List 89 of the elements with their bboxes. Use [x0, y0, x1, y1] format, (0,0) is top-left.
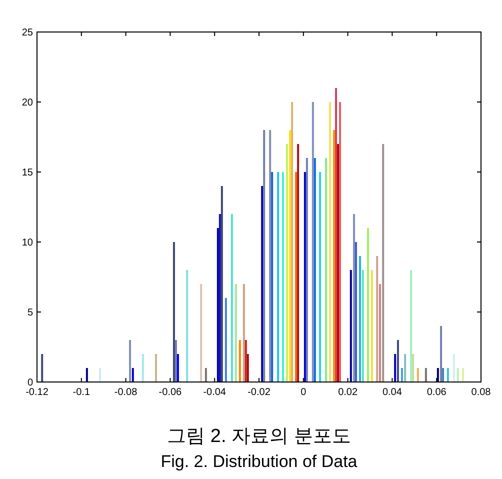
bar	[442, 368, 444, 382]
bar	[200, 284, 202, 382]
bar	[394, 354, 396, 382]
bar	[238, 340, 241, 382]
bar	[314, 158, 316, 382]
x-tick-label: -0.06	[158, 387, 182, 398]
bar	[312, 102, 314, 382]
bar	[367, 228, 369, 382]
bar	[277, 172, 280, 382]
bar	[382, 144, 384, 382]
bar	[436, 368, 439, 382]
y-tick-label: 5	[27, 308, 34, 318]
bar	[263, 130, 266, 382]
bar	[353, 214, 356, 382]
bar	[99, 368, 102, 382]
bar	[339, 102, 342, 382]
x-tick-label: 0.04	[382, 387, 402, 398]
bar	[359, 256, 362, 382]
bar	[176, 354, 179, 382]
x-tick-label: -0.02	[248, 387, 271, 398]
bar	[440, 326, 442, 382]
bar	[396, 340, 399, 382]
x-tick-label: 0	[300, 387, 307, 398]
y-tick-label: 10	[22, 238, 34, 248]
bar	[242, 284, 245, 382]
bar	[400, 368, 403, 382]
bar	[416, 368, 419, 382]
bar	[337, 144, 340, 382]
bar	[362, 270, 364, 382]
bar	[446, 368, 449, 382]
bar	[132, 368, 134, 382]
bar	[246, 354, 249, 382]
bar	[41, 354, 44, 382]
bar	[335, 88, 338, 382]
caption: 그림 2. 자료의 분포도	[167, 426, 351, 447]
bar	[462, 368, 464, 382]
bar	[186, 270, 188, 382]
y-tick-label: 25	[22, 28, 34, 38]
bar	[261, 186, 264, 382]
bar	[410, 270, 412, 382]
x-tick-label: 0.02	[338, 387, 358, 398]
y-tick-label: 20	[22, 98, 34, 108]
bar	[304, 172, 306, 382]
bar	[224, 298, 227, 382]
caption: Fig. 2. Distribution of Data	[160, 452, 358, 471]
bar	[269, 130, 272, 382]
bar	[350, 270, 352, 382]
bar	[230, 214, 233, 382]
bar	[329, 102, 332, 382]
bar	[204, 368, 207, 382]
bar	[404, 354, 406, 382]
bar	[306, 158, 308, 382]
bar	[286, 144, 288, 382]
bar	[424, 368, 427, 382]
x-tick-label: -0.08	[114, 387, 138, 398]
bar	[129, 340, 132, 382]
bar	[218, 214, 221, 382]
bar	[154, 354, 157, 382]
bar	[333, 130, 336, 382]
x-tick-label: 0.08	[471, 387, 492, 398]
x-tick-label: -0.12	[26, 387, 49, 398]
bar	[174, 340, 177, 382]
bar	[216, 228, 219, 382]
bar	[244, 340, 247, 382]
bar	[220, 186, 223, 382]
bar	[282, 172, 284, 382]
bar	[325, 158, 328, 382]
bar	[371, 270, 373, 382]
bar	[378, 284, 381, 382]
bar	[271, 172, 274, 382]
y-tick-label: 15	[22, 168, 34, 178]
bar	[291, 102, 294, 382]
bar	[376, 256, 378, 382]
bar	[172, 242, 175, 382]
x-tick-label: -0.04	[203, 387, 226, 398]
bar	[355, 242, 358, 382]
bar	[234, 284, 237, 382]
bar	[295, 172, 298, 382]
bar	[86, 368, 88, 382]
bar	[289, 130, 292, 382]
bar	[456, 368, 459, 382]
bar	[452, 354, 455, 382]
y-tick-label: 0	[27, 378, 34, 388]
x-tick-label: -0.1	[72, 387, 90, 398]
x-tick-label: 0.06	[426, 387, 447, 398]
bar	[142, 354, 144, 382]
bar	[297, 144, 300, 382]
bar	[319, 172, 322, 382]
bar	[412, 354, 414, 382]
